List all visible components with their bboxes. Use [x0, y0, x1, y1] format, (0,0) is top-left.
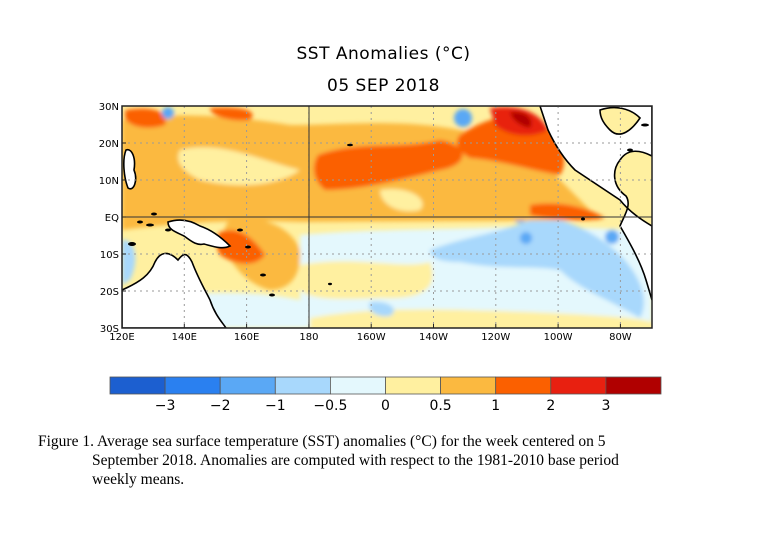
- x-tick-label: 100W: [544, 332, 573, 343]
- x-tick-label: 160E: [234, 332, 259, 343]
- y-tick-label: 10S: [100, 250, 119, 261]
- y-tick-label: EQ: [105, 213, 119, 224]
- field-north-orange-2: [210, 107, 253, 121]
- field-blue-spot-3: [605, 230, 619, 244]
- x-tick-label: 120W: [481, 332, 510, 343]
- chart-subtitle: 05 SEP 2018: [327, 76, 440, 96]
- colorbar-bin: [605, 376, 662, 395]
- colorbar-tick-label: 1: [491, 398, 500, 414]
- colorbar-legend: [109, 376, 662, 395]
- field-sw-red-orange: [216, 230, 265, 264]
- field-indonesia-blue: [122, 239, 136, 285]
- anomaly-field: [122, 106, 652, 328]
- y-tick-label: 10N: [99, 176, 119, 187]
- caption-line-1: Figure 1. Average sea surface temperatur…: [38, 433, 606, 450]
- colorbar-bin: [385, 376, 441, 395]
- colorbar-tick-label: 0.5: [429, 398, 451, 414]
- colorbar-bin: [495, 376, 552, 395]
- field-nw-blue: [162, 107, 174, 119]
- colorbar-tick-label: −1: [265, 398, 286, 414]
- colorbar-tick-label: −0.5: [313, 398, 347, 414]
- colorbar-bin: [219, 376, 276, 395]
- caption-line-2: September 2018. Anomalies are computed w…: [92, 452, 619, 469]
- field-nw-orange: [125, 108, 166, 128]
- field-blue-spot-2: [520, 232, 532, 244]
- colorbar-tick-label: −3: [155, 398, 176, 414]
- field-baja-darkred: [510, 111, 532, 128]
- field-eq-east-orange: [530, 203, 605, 221]
- x-tick-labels: 120E 140E 160E 180 160W 140W 120W 100W 80W: [109, 332, 632, 343]
- field-central-north-red-orange: [314, 140, 463, 190]
- colorbar-tick-label: 0: [381, 398, 390, 414]
- y-tick-labels: 30N 20N 10N EQ 10S 20S 30S: [99, 102, 119, 335]
- colorbar-bin: [109, 376, 166, 395]
- field-north-blue: [454, 109, 472, 127]
- figure-caption: Figure 1. Average sea surface temperatur…: [38, 432, 728, 489]
- x-tick-label: 140E: [172, 332, 197, 343]
- field-south-yellow-2: [310, 309, 652, 328]
- field-blue-patch-south: [369, 301, 394, 317]
- colorbar-tick-label: −2: [210, 398, 231, 414]
- land-gulf-of-mexico: [599, 106, 642, 135]
- x-tick-label: 120E: [109, 332, 134, 343]
- colorbar-tick-labels: −3 −2 −1 −0.5 0 0.5 1 2 3: [155, 398, 611, 414]
- y-tick-label: 20S: [100, 287, 119, 298]
- field-south-yellow: [300, 261, 433, 300]
- field-yellow-inset-2: [380, 189, 423, 212]
- y-tick-label: 30S: [100, 324, 119, 335]
- x-tick-label: 140W: [419, 332, 448, 343]
- caption-line-3: weekly means.: [92, 471, 185, 488]
- chart-title: SST Anomalies (°C): [296, 44, 471, 64]
- colorbar-bin: [550, 376, 607, 395]
- y-tick-label: 20N: [99, 139, 119, 150]
- colorbar-tick-label: 3: [601, 398, 610, 414]
- field-north-yellow-inset: [178, 147, 300, 186]
- colorbar-bin: [274, 376, 331, 395]
- y-tick-label: 30N: [99, 102, 119, 113]
- colorbar-bin: [329, 376, 386, 395]
- axis-ticks: [121, 105, 621, 329]
- field-east-blue: [430, 215, 644, 318]
- x-tick-label: 160W: [357, 332, 386, 343]
- islands: [128, 123, 649, 297]
- land-philippines: [123, 148, 137, 190]
- land-new-guinea: [167, 219, 232, 249]
- colorbar-bin: [440, 376, 497, 395]
- x-tick-label: 80W: [609, 332, 632, 343]
- sst-map: 30N 20N 10N EQ 10S 20S 30S 120E 140E 160E 180 160W…: [99, 102, 662, 414]
- x-tick-label: 180: [299, 332, 318, 343]
- colorbar-bin: [164, 376, 221, 395]
- land-australia: [122, 252, 227, 328]
- colorbar-tick-label: 2: [546, 398, 555, 414]
